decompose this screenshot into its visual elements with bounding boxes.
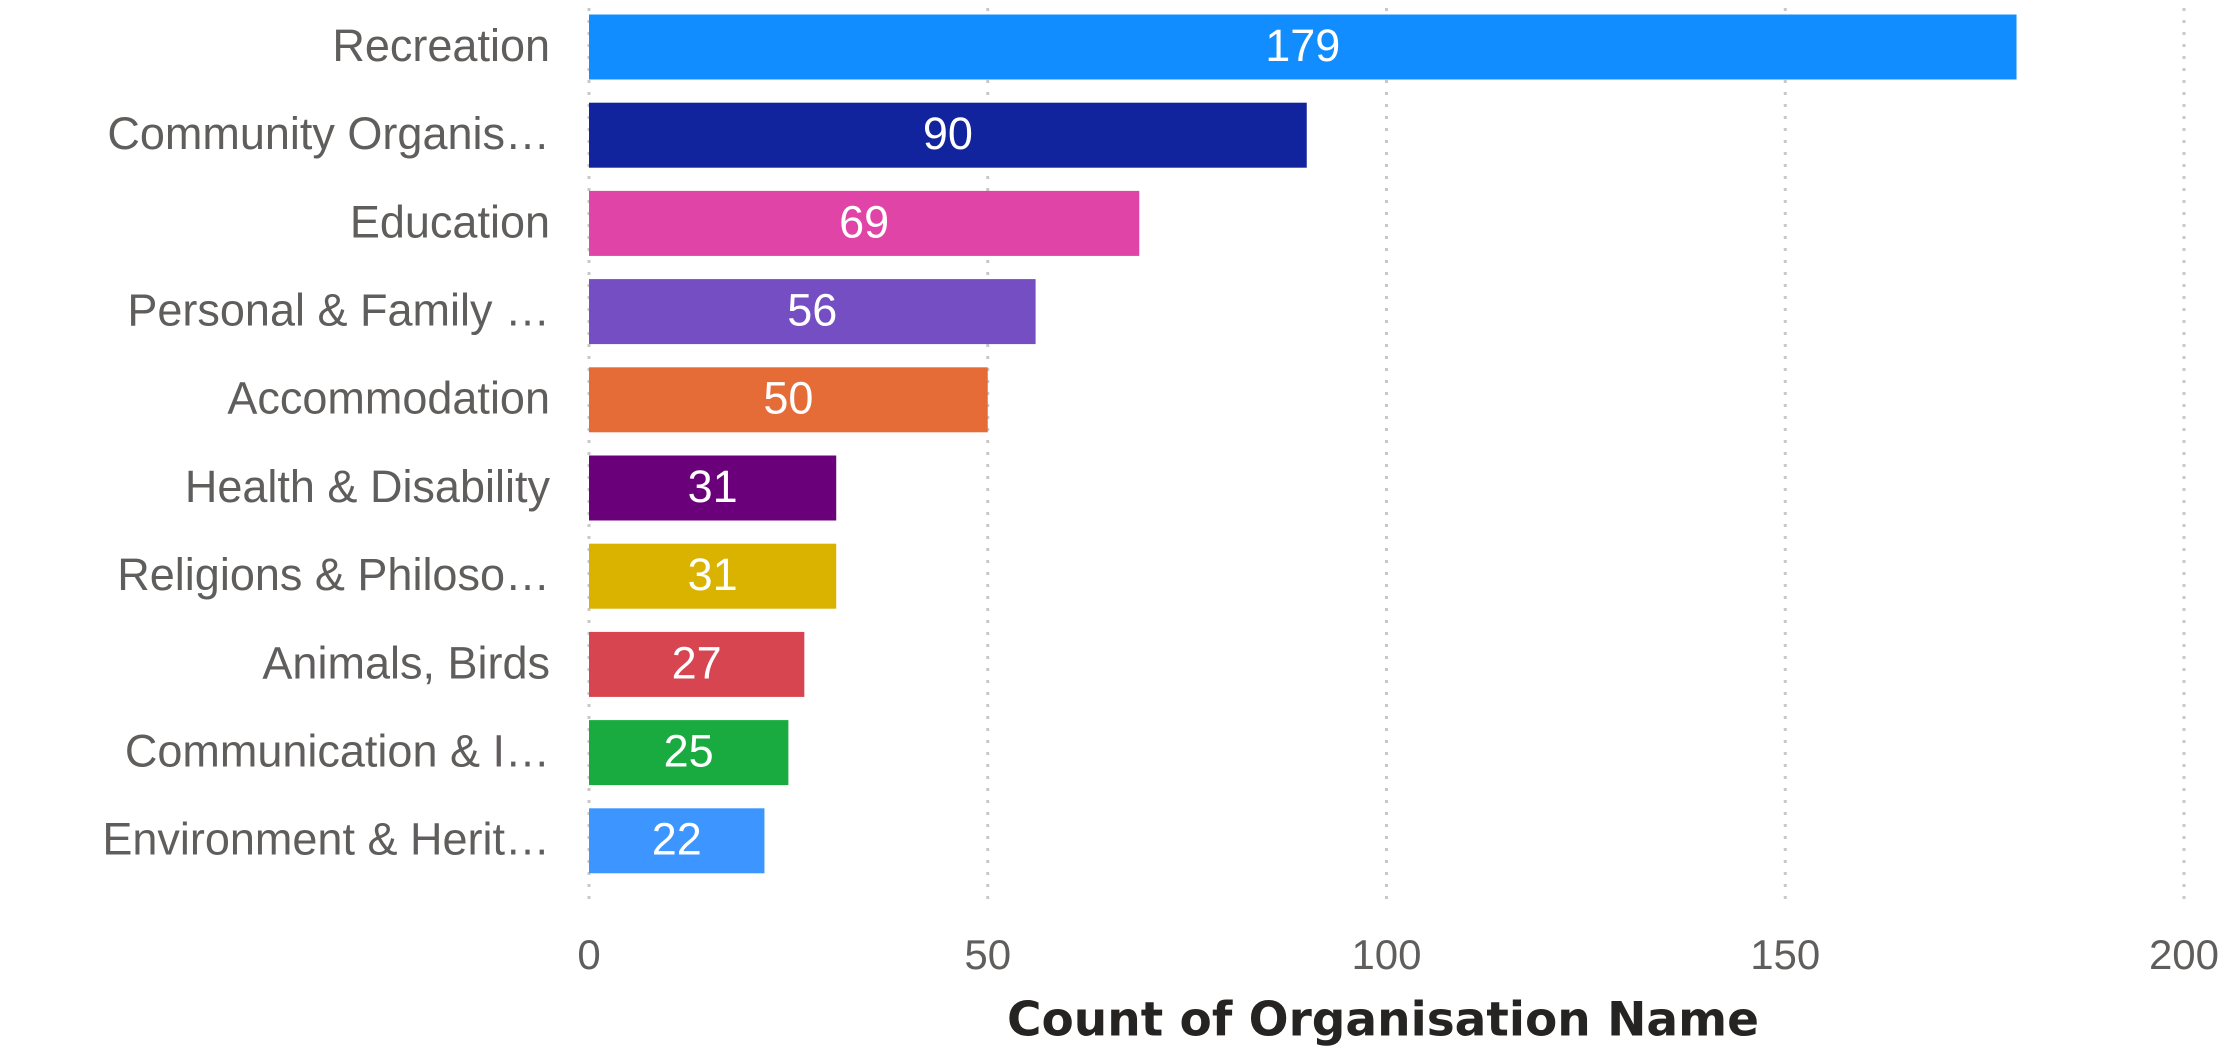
data-label: 27 (672, 637, 722, 688)
y-tick-label: Communication & I… (125, 725, 550, 776)
x-tick-label: 50 (964, 931, 1011, 978)
data-label: 56 (787, 284, 837, 335)
y-tick-label: Personal & Family … (127, 284, 550, 335)
data-label: 179 (1265, 20, 1340, 71)
bar (589, 14, 2017, 80)
data-label: 31 (688, 461, 738, 512)
bar (589, 720, 789, 786)
bar (589, 102, 1307, 168)
bar (589, 367, 988, 433)
bar (589, 631, 805, 697)
bar (589, 808, 765, 874)
y-tick-label: Community Organis… (107, 108, 550, 159)
data-label: 31 (688, 549, 738, 600)
data-label: 50 (763, 373, 813, 424)
bar (589, 455, 837, 521)
y-tick-label: Health & Disability (185, 461, 551, 512)
bar (589, 190, 1140, 256)
y-tick-label: Environment & Herit… (102, 814, 550, 865)
data-label: 69 (839, 196, 889, 247)
bar (589, 543, 837, 609)
y-tick-label: Animals, Birds (262, 637, 550, 688)
y-tick-label: Education (350, 196, 550, 247)
data-label: 25 (664, 725, 714, 776)
bar (589, 279, 1036, 345)
x-tick-label: 100 (1351, 931, 1421, 978)
x-axis-title: Count of Organisation Name (1007, 993, 1759, 1048)
x-tick-label: 0 (577, 931, 600, 978)
y-tick-label: Religions & Philoso… (117, 549, 550, 600)
data-label: 22 (652, 814, 702, 865)
x-tick-label: 150 (1750, 931, 1820, 978)
y-tick-label: Recreation (332, 20, 550, 71)
data-label: 90 (923, 108, 973, 159)
y-tick-label: Accommodation (227, 373, 550, 424)
x-tick-label: 200 (2149, 931, 2219, 978)
